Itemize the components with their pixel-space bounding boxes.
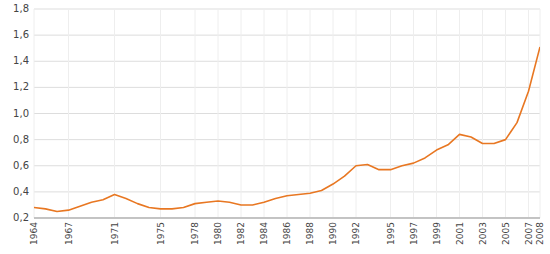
x-grid-line: [241, 9, 242, 218]
x-grid-line: [264, 9, 265, 218]
x-tick-label: 2001: [455, 222, 465, 245]
x-tick-label: 1984: [259, 222, 269, 245]
x-tick-label: 1986: [282, 222, 292, 245]
x-tick-label: 2007: [524, 222, 534, 245]
x-grid-line: [195, 9, 196, 218]
x-tick-label: 2005: [501, 222, 511, 245]
y-grid-line: [34, 218, 540, 219]
axes: 0,2 0,4 0,6 0,8 1,0 1,2 1,4 1,6 1,8 1964 1967 1971 1…: [13, 3, 545, 245]
series: [34, 47, 540, 212]
x-grid-line: [413, 9, 414, 218]
x-tick-label: 1999: [432, 222, 442, 245]
y-tick-label: 1,4: [13, 55, 29, 66]
x-grid-line: [34, 9, 35, 218]
x-grid-line: [390, 9, 391, 218]
x-tick-label: 1982: [236, 222, 246, 245]
x-tick-label: 1967: [64, 222, 74, 245]
x-grid-line: [505, 9, 506, 218]
x-grid-line: [436, 9, 437, 218]
x-tick-label: 1990: [328, 222, 338, 245]
x-tick-label: 1980: [213, 222, 223, 245]
x-grid-line: [218, 9, 219, 218]
x-grid-line: [528, 9, 529, 218]
x-tick-label: 1988: [305, 222, 315, 245]
x-grid-line: [160, 9, 161, 218]
y-tick-label: 1,0: [13, 108, 29, 119]
x-axis-line: [34, 218, 540, 219]
chart: 0,2 0,4 0,6 0,8 1,0 1,2 1,4 1,6 1,8 1964 1967 1971 1…: [0, 0, 550, 254]
y-tick-label: 1,2: [13, 81, 29, 92]
x-grid-line: [287, 9, 288, 218]
x-grid-line: [333, 9, 334, 218]
x-grid-line: [114, 9, 115, 218]
x-tick-label: 1971: [110, 222, 120, 245]
x-grid-line: [68, 9, 69, 218]
x-tick-label: 1978: [190, 222, 200, 245]
x-tick-label: 1975: [156, 222, 166, 245]
grid: [34, 9, 540, 218]
x-grid-line: [310, 9, 311, 218]
line: [34, 47, 540, 212]
y-tick-label: 0,4: [13, 186, 29, 197]
y-tick-label: 0,8: [13, 134, 29, 145]
x-tick-label: 2003: [478, 222, 488, 245]
x-tick-label: 1995: [386, 222, 396, 245]
x-grid-line: [459, 9, 460, 218]
x-grid-line: [356, 9, 357, 218]
y-tick-label: 0,6: [13, 160, 29, 171]
y-tick-label: 1,6: [13, 29, 29, 40]
y-tick-label: 0,2: [13, 212, 29, 223]
x-grid-line: [482, 9, 483, 218]
x-tick-label: 2008: [535, 222, 545, 245]
x-tick-label: 1964: [29, 222, 39, 245]
y-tick-label: 1,8: [13, 3, 29, 14]
x-tick-label: 1997: [409, 222, 419, 245]
x-grid-line: [540, 9, 541, 218]
x-tick-label: 1992: [351, 222, 361, 245]
